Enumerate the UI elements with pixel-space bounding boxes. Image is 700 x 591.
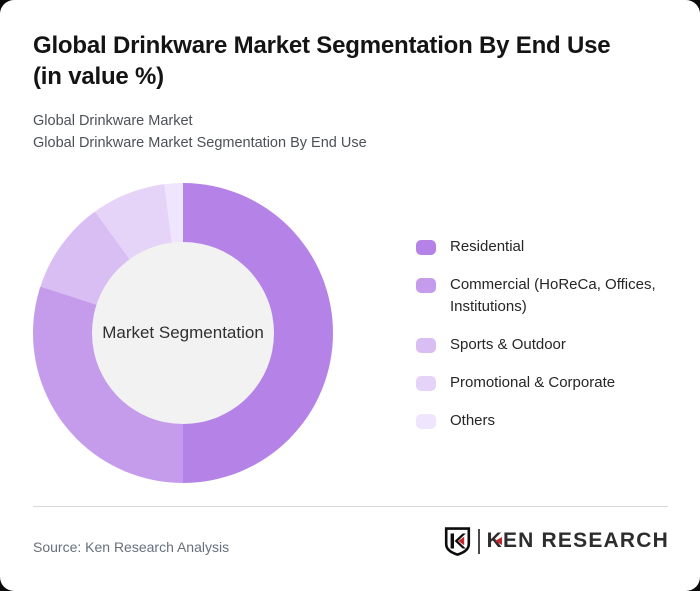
title-line-2: (in value %) [33,63,164,90]
chart-subtitles: Global Drinkware Market Global Drinkware… [33,111,367,154]
subtitle-line-1: Global Drinkware Market [33,113,193,129]
legend-label: Sports & Outdoor [450,336,566,353]
logo-divider [477,528,480,554]
legend-swatch-others [416,413,436,429]
legend-label: Promotional & Corporate [450,374,616,391]
logo-red-triangle-icon [494,537,502,545]
legend-label: Others [450,412,496,429]
legend-swatch-promotional-corporate [416,375,436,391]
legend-item-others: Others [416,410,678,432]
donut-center-label: Market Segmentation [102,323,264,342]
legend-swatch-residential [416,239,436,255]
logo-wordmark: KEN RESEARCH [486,529,669,552]
title-line-1: Global Drinkware Market Segmentation By … [33,32,611,59]
legend-item-promotional-corporate: Promotional & Corporate [416,372,678,394]
donut-center: Market Segmentation [92,242,274,424]
legend-swatch-sports-outdoor [416,337,436,353]
legend-item-residential: Residential [416,236,678,258]
legend-label: Residential [450,238,525,255]
legend-item-sports-outdoor: Sports & Outdoor [416,334,678,356]
logo-text: KEN RESEARCH [487,529,669,553]
chart-legend: Residential Commercial (HoReCa, Offices,… [416,236,678,432]
legend-swatch-commercial [416,277,436,293]
subtitle-line-2: Global Drinkware Market Segmentation By … [33,134,367,151]
page-title: Global Drinkware Market Segmentation By … [33,30,670,92]
footer-divider [33,506,668,507]
source-note: Source: Ken Research Analysis [33,539,230,555]
ken-research-logo: KEN RESEARCH [444,526,669,556]
donut-chart: Market Segmentation [33,183,333,483]
legend-item-commercial: Commercial (HoReCa, Offices, Institution… [416,274,678,318]
ken-shield-icon [444,526,470,556]
legend-label: Commercial (HoReCa, Offices, Institution… [450,276,656,315]
